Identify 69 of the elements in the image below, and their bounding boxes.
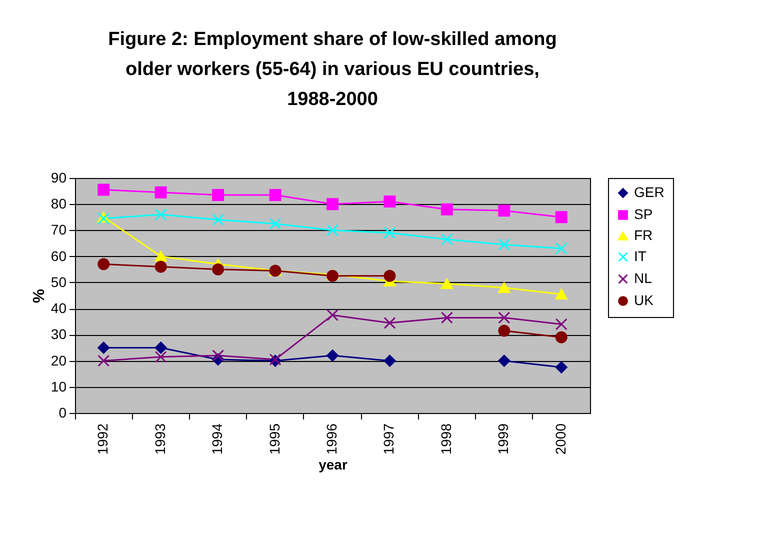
x-tick-label: 1995 — [266, 423, 282, 455]
point — [440, 233, 453, 246]
y-tick-label: 60 — [50, 248, 67, 264]
point — [498, 204, 510, 217]
x-tick-label: 1999 — [495, 423, 512, 455]
y-tick-label: 50 — [50, 274, 67, 290]
point — [555, 331, 568, 344]
x-tick-label: 1996 — [324, 423, 340, 455]
x-tick-label: 1992 — [94, 423, 111, 455]
point — [498, 282, 510, 293]
y-tick-label: 80 — [50, 196, 67, 212]
legend-label: SP — [634, 206, 653, 222]
y-tick-label: 10 — [50, 378, 67, 394]
point — [154, 260, 167, 273]
point — [440, 203, 453, 216]
x-tick-label: 1993 — [152, 423, 168, 455]
point — [384, 226, 396, 239]
legend-label: FR — [634, 227, 653, 243]
point — [384, 270, 396, 282]
point — [498, 354, 510, 367]
point — [498, 238, 510, 251]
point — [384, 196, 396, 208]
y-tick-label: 0 — [58, 404, 67, 420]
point — [555, 242, 568, 254]
point — [98, 354, 110, 367]
y-tick-label: 20 — [50, 352, 67, 368]
y-tick-label: 30 — [50, 326, 67, 342]
point — [384, 354, 396, 367]
point — [555, 211, 568, 224]
point — [498, 324, 510, 337]
x-tick-label: 2000 — [552, 423, 568, 455]
point — [154, 342, 167, 354]
y-tick-label: 70 — [50, 222, 67, 238]
point — [98, 342, 110, 354]
x-tick-label: 1997 — [380, 423, 397, 455]
legend-label: NL — [634, 270, 652, 286]
x-tick-label: 1998 — [438, 423, 454, 455]
point — [555, 288, 568, 300]
point — [212, 263, 224, 276]
point — [212, 350, 224, 362]
point — [98, 184, 110, 196]
point — [98, 258, 110, 270]
legend-label: GER — [634, 184, 664, 200]
chart-title: Figure 2: Employment share of low-skilled among older workers (55-64) in various EU countries, 1988-2000 — [108, 29, 557, 110]
point — [555, 361, 568, 374]
x-tick-label: 1994 — [209, 423, 226, 455]
point — [326, 198, 338, 210]
point — [384, 316, 396, 329]
point — [212, 188, 224, 201]
point — [555, 318, 568, 330]
y-tick-label: 90 — [50, 170, 67, 186]
point — [212, 214, 224, 226]
y-axis-title: % — [30, 288, 48, 304]
legend-label: UK — [634, 292, 654, 308]
point — [498, 312, 510, 324]
legend-label: IT — [634, 248, 647, 264]
point — [326, 224, 338, 236]
point — [440, 278, 453, 290]
x-axis-title: year — [318, 456, 348, 473]
y-tick-label: 40 — [50, 300, 67, 316]
point — [269, 218, 282, 230]
point — [154, 186, 167, 198]
point — [269, 188, 282, 201]
point — [326, 309, 338, 322]
point — [154, 350, 167, 363]
point — [154, 251, 167, 262]
point — [440, 312, 453, 324]
point — [154, 208, 167, 221]
point — [326, 350, 338, 362]
